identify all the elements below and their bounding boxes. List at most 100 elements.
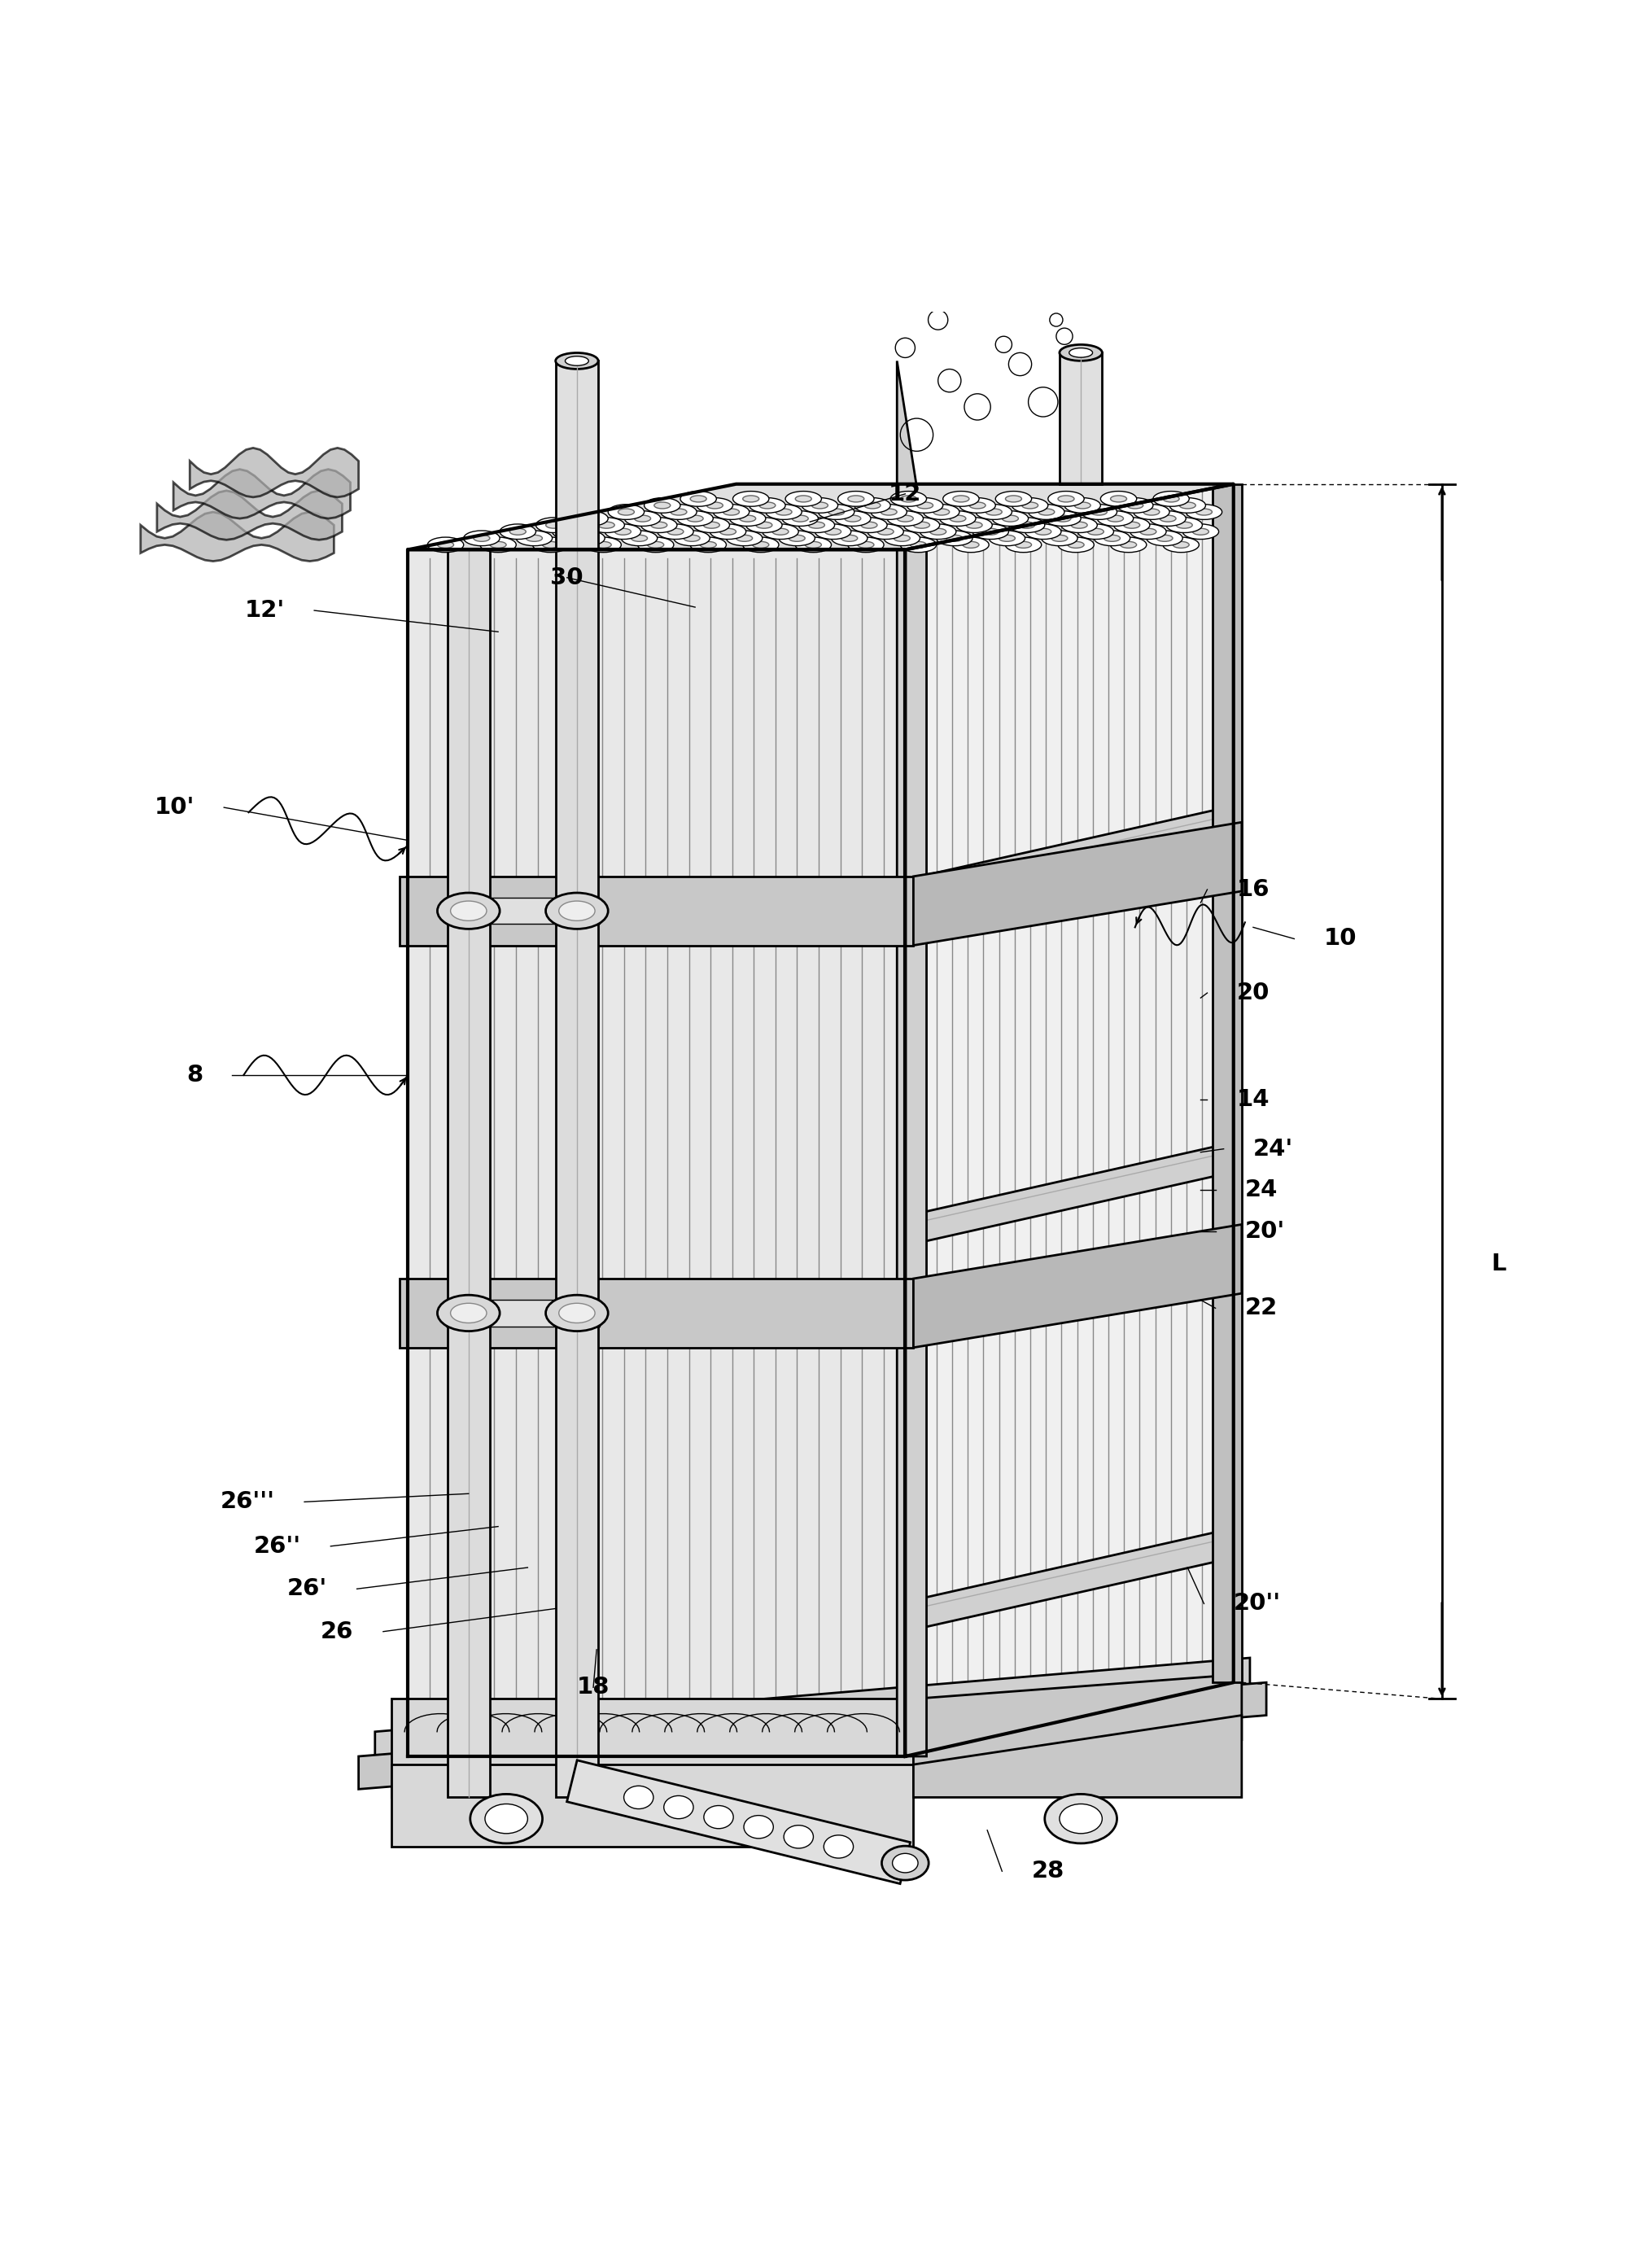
Ellipse shape: [681, 492, 715, 507]
Ellipse shape: [808, 521, 824, 528]
Ellipse shape: [801, 498, 838, 512]
Ellipse shape: [1196, 510, 1211, 514]
Ellipse shape: [634, 514, 651, 521]
Ellipse shape: [700, 541, 715, 548]
Ellipse shape: [709, 523, 745, 539]
Ellipse shape: [1110, 537, 1146, 553]
Text: 20'': 20'': [1232, 1592, 1280, 1615]
Ellipse shape: [958, 498, 995, 512]
Ellipse shape: [558, 1302, 595, 1323]
Ellipse shape: [1140, 528, 1156, 535]
Ellipse shape: [1104, 535, 1120, 541]
Ellipse shape: [542, 541, 558, 548]
Ellipse shape: [1150, 512, 1186, 525]
Ellipse shape: [897, 514, 914, 521]
Ellipse shape: [624, 512, 661, 525]
Text: 18: 18: [577, 1676, 610, 1699]
Ellipse shape: [525, 535, 542, 541]
Ellipse shape: [667, 528, 684, 535]
Ellipse shape: [732, 492, 768, 507]
Ellipse shape: [851, 516, 887, 532]
Ellipse shape: [795, 496, 811, 503]
Ellipse shape: [1064, 498, 1100, 512]
Ellipse shape: [1087, 528, 1104, 535]
Text: 30: 30: [550, 566, 583, 589]
Ellipse shape: [1070, 521, 1087, 528]
Ellipse shape: [1133, 505, 1170, 519]
Bar: [555, 360, 598, 550]
Ellipse shape: [578, 535, 595, 541]
Bar: [1059, 353, 1102, 485]
Ellipse shape: [894, 535, 910, 541]
Ellipse shape: [1034, 528, 1051, 535]
Ellipse shape: [814, 523, 851, 539]
Ellipse shape: [1004, 496, 1021, 503]
Ellipse shape: [499, 523, 535, 539]
Ellipse shape: [778, 530, 814, 546]
Ellipse shape: [582, 514, 598, 521]
Ellipse shape: [1011, 498, 1047, 512]
Ellipse shape: [1001, 514, 1018, 521]
Ellipse shape: [748, 498, 785, 512]
Ellipse shape: [535, 516, 572, 532]
Ellipse shape: [1077, 523, 1113, 539]
Text: 20: 20: [1236, 981, 1269, 1003]
Text: 26'': 26'': [254, 1536, 301, 1558]
Ellipse shape: [1156, 535, 1173, 541]
Ellipse shape: [552, 523, 588, 539]
Ellipse shape: [451, 901, 486, 922]
Ellipse shape: [1170, 498, 1204, 512]
Ellipse shape: [694, 516, 729, 532]
Text: 26: 26: [320, 1619, 354, 1642]
Text: 24: 24: [1244, 1178, 1277, 1200]
Ellipse shape: [1037, 510, 1054, 514]
Ellipse shape: [428, 537, 464, 553]
Polygon shape: [173, 469, 350, 519]
Ellipse shape: [545, 1296, 608, 1332]
Ellipse shape: [965, 521, 981, 528]
Text: 22: 22: [1244, 1298, 1277, 1320]
Bar: [448, 550, 489, 1798]
Ellipse shape: [1051, 535, 1067, 541]
Ellipse shape: [712, 505, 748, 519]
Ellipse shape: [742, 537, 778, 553]
Ellipse shape: [775, 510, 791, 514]
Ellipse shape: [1173, 541, 1188, 548]
Ellipse shape: [1047, 492, 1084, 507]
Ellipse shape: [1180, 503, 1194, 510]
Ellipse shape: [755, 521, 771, 528]
Ellipse shape: [618, 510, 634, 514]
Ellipse shape: [697, 498, 732, 512]
Ellipse shape: [877, 528, 894, 535]
Ellipse shape: [1008, 516, 1044, 532]
Ellipse shape: [615, 528, 631, 535]
Ellipse shape: [532, 537, 568, 553]
Ellipse shape: [871, 505, 907, 519]
Ellipse shape: [608, 505, 644, 519]
Ellipse shape: [677, 512, 712, 525]
Text: 12: 12: [889, 482, 922, 505]
Ellipse shape: [981, 528, 998, 535]
Ellipse shape: [691, 537, 725, 553]
Ellipse shape: [1120, 541, 1137, 548]
Ellipse shape: [884, 530, 920, 546]
Ellipse shape: [1057, 496, 1074, 503]
Ellipse shape: [1054, 514, 1070, 521]
Ellipse shape: [881, 1846, 928, 1880]
Ellipse shape: [621, 530, 657, 546]
Ellipse shape: [854, 498, 890, 512]
Ellipse shape: [489, 541, 506, 548]
Ellipse shape: [704, 1805, 733, 1828]
Polygon shape: [375, 1658, 1249, 1764]
Ellipse shape: [1018, 521, 1034, 528]
Ellipse shape: [565, 356, 588, 365]
Ellipse shape: [867, 523, 904, 539]
Ellipse shape: [654, 503, 671, 510]
Ellipse shape: [1044, 1794, 1117, 1844]
Ellipse shape: [904, 516, 940, 532]
Ellipse shape: [943, 492, 978, 507]
Ellipse shape: [469, 1794, 542, 1844]
Text: 26': 26': [287, 1576, 327, 1601]
Ellipse shape: [1160, 514, 1175, 521]
Ellipse shape: [890, 492, 927, 507]
